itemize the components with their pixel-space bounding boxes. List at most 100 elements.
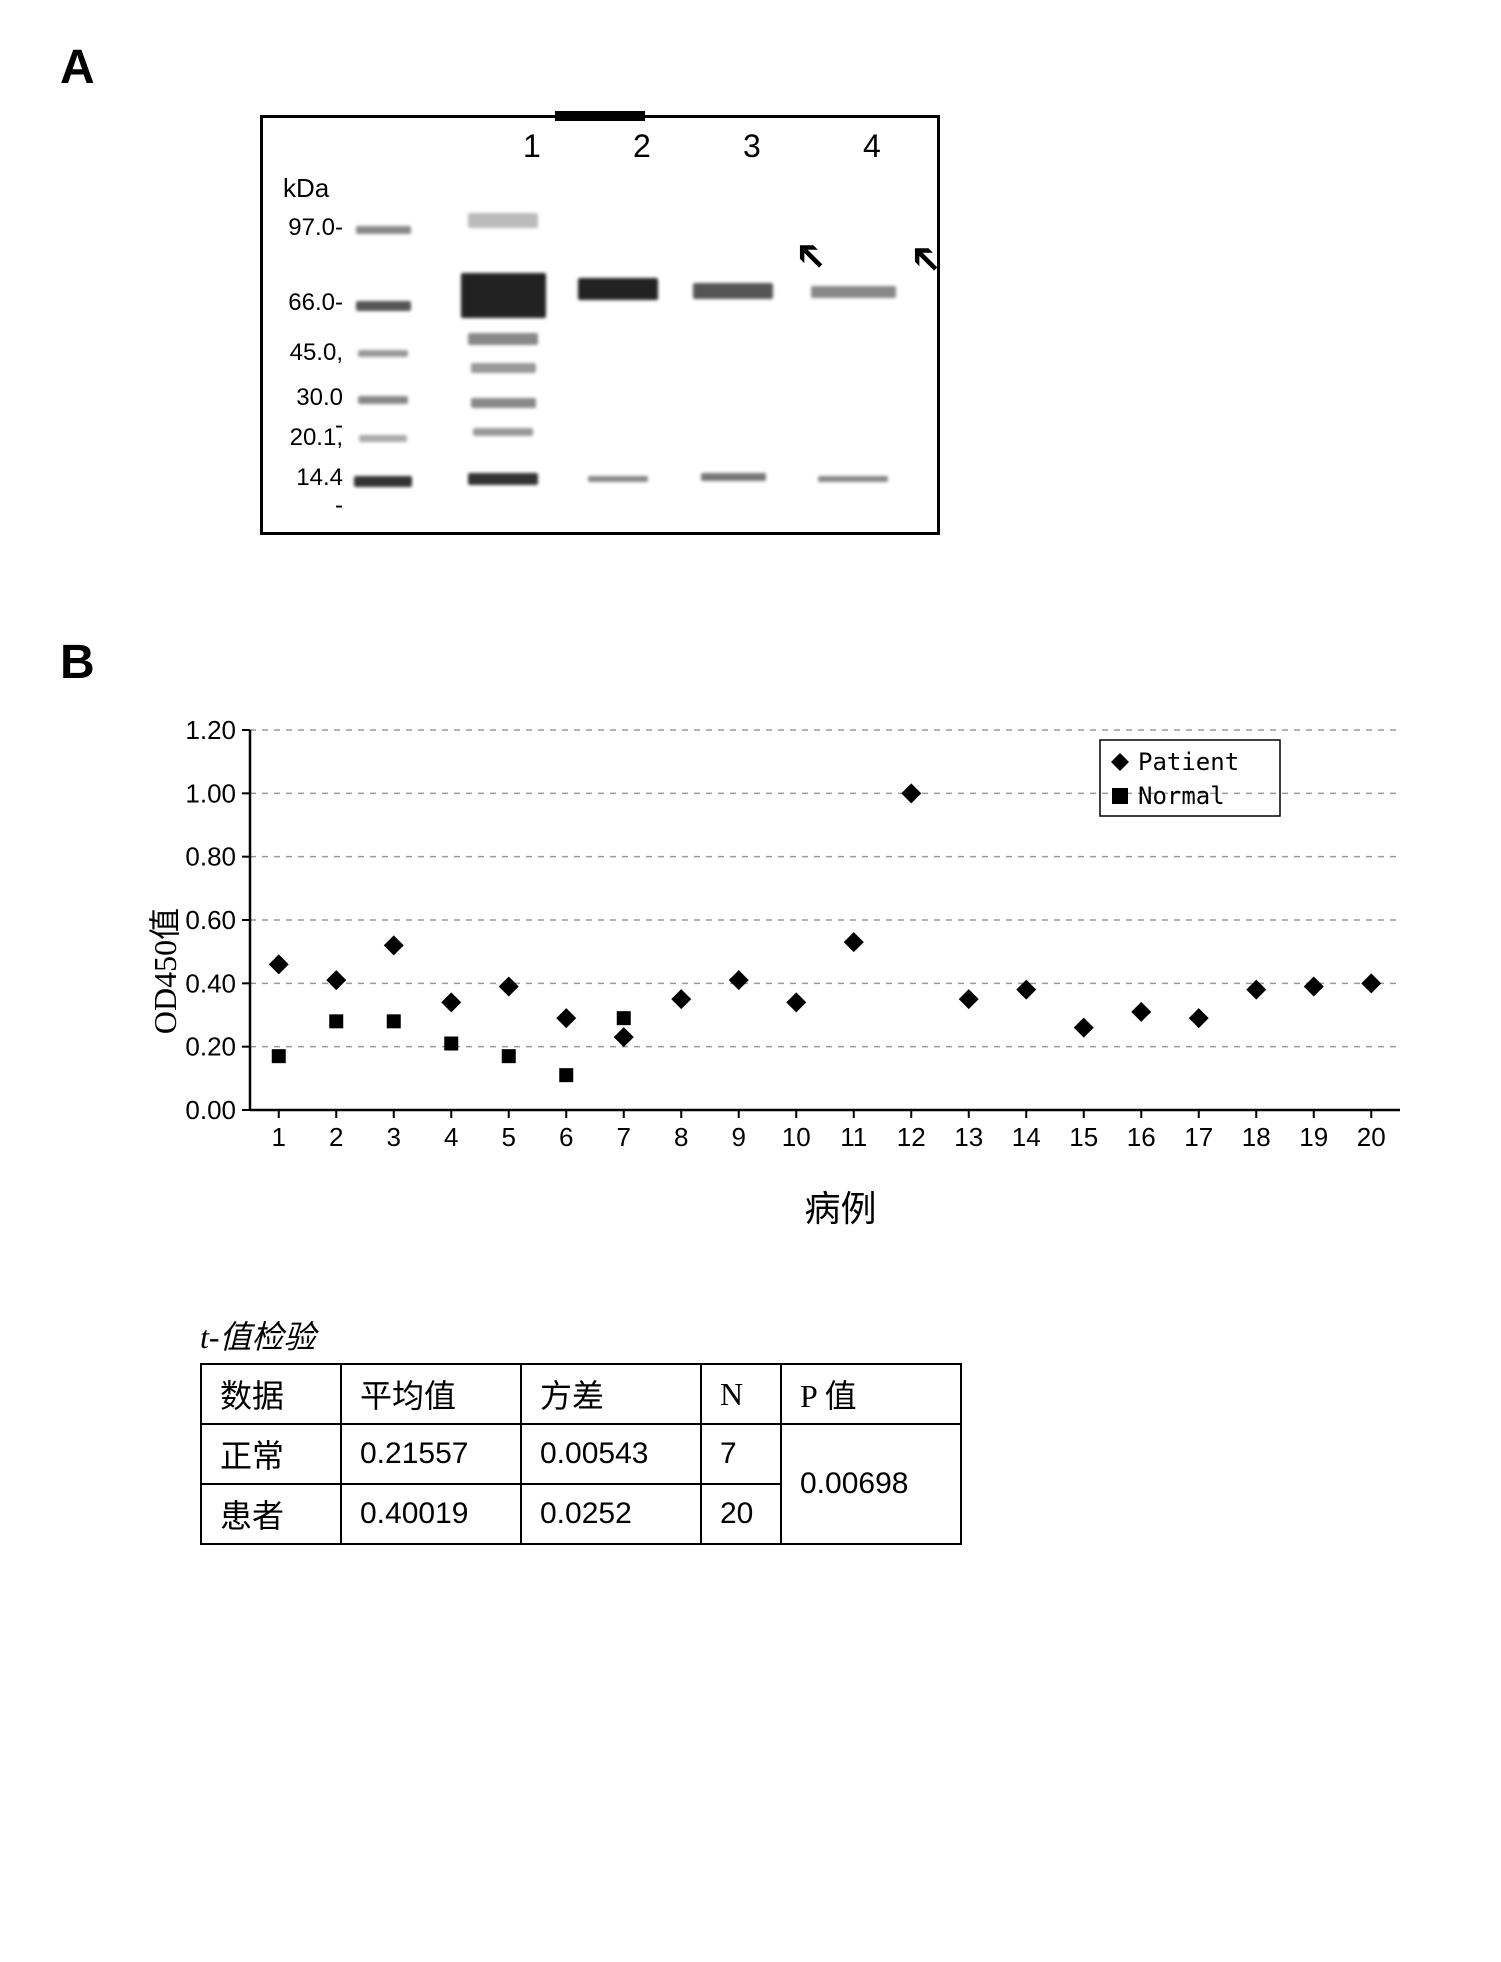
x-axis-label: 病例 [240, 1180, 1441, 1232]
data-point-patient [1189, 1008, 1209, 1028]
data-point-patient [384, 935, 404, 955]
t-test-table: 数据平均值方差NP 值正常0.215570.0054370.00698患者0.4… [200, 1363, 962, 1545]
data-point-patient [671, 989, 691, 1009]
gel-container: kDa123497.0-66.0-45.0,30.0 -20.1,14.4 -➔… [260, 115, 940, 535]
data-point-patient [1074, 1018, 1094, 1038]
data-point-patient [614, 1027, 634, 1047]
table-header-cell: 数据 [201, 1364, 341, 1424]
gel-band [578, 278, 658, 300]
x-tick-label: 10 [782, 1122, 811, 1152]
table-cell: 20 [701, 1484, 781, 1544]
x-tick-label: 17 [1184, 1122, 1213, 1152]
x-tick-label: 6 [559, 1122, 573, 1152]
lane-header: 1 [523, 128, 541, 165]
y-tick-label: 1.20 [185, 715, 236, 745]
data-point-patient [326, 970, 346, 990]
x-tick-label: 2 [329, 1122, 343, 1152]
table-cell: 0.21557 [341, 1424, 521, 1484]
gel-top-bar [555, 111, 645, 121]
table-cell: 7 [701, 1424, 781, 1484]
x-tick-label: 18 [1242, 1122, 1271, 1152]
y-tick-label: 0.20 [185, 1032, 236, 1062]
table-title: t-值检验 [200, 1312, 1441, 1358]
gel-band [473, 428, 533, 436]
legend-label: Normal [1138, 782, 1225, 810]
x-tick-label: 15 [1069, 1122, 1098, 1152]
kda-label: kDa [283, 173, 329, 204]
data-point-patient [729, 970, 749, 990]
gel-band [818, 476, 888, 482]
x-tick-label: 5 [502, 1122, 516, 1152]
data-point-patient [1361, 973, 1381, 993]
lane-header: 3 [743, 128, 761, 165]
mw-label: 45.0, [283, 339, 343, 367]
x-tick-label: 12 [897, 1122, 926, 1152]
x-tick-label: 9 [732, 1122, 746, 1152]
data-point-normal [272, 1049, 286, 1063]
data-point-patient [1304, 977, 1324, 997]
panel-a: A kDa123497.0-66.0-45.0,30.0 -20.1,14.4 … [60, 40, 1441, 535]
data-point-normal [559, 1068, 573, 1082]
arrow-icon: ➔ [896, 231, 953, 288]
x-tick-label: 11 [840, 1122, 867, 1152]
table-cell: 患者 [201, 1484, 341, 1544]
lane-header: 4 [863, 128, 881, 165]
y-tick-label: 0.60 [185, 905, 236, 935]
x-tick-label: 20 [1357, 1122, 1386, 1152]
scatter-chart-container: OD450值 0.000.200.400.600.801.001.2012345… [140, 710, 1441, 1232]
arrow-icon: ➔ [781, 228, 838, 285]
table-header-cell: N [701, 1364, 781, 1424]
y-tick-label: 0.00 [185, 1095, 236, 1125]
x-tick-label: 7 [617, 1122, 631, 1152]
gel-band [471, 363, 536, 373]
gel-band [468, 473, 538, 485]
panel-b-label: B [60, 635, 1441, 690]
table-title-suffix: -值检验 [209, 1319, 316, 1355]
y-tick-label: 0.80 [185, 842, 236, 872]
table-header-cell: 方差 [521, 1364, 701, 1424]
table-title-t: t [200, 1319, 209, 1355]
data-point-normal [444, 1037, 458, 1051]
gel-band [358, 396, 408, 404]
scatter-chart: 0.000.200.400.600.801.001.20123456789101… [140, 710, 1420, 1170]
x-tick-label: 19 [1299, 1122, 1328, 1152]
t-test-table-section: t-值检验 数据平均值方差NP 值正常0.215570.0054370.0069… [200, 1312, 1441, 1545]
table-header-cell: P 值 [781, 1364, 961, 1424]
x-tick-label: 16 [1127, 1122, 1156, 1152]
gel-band [811, 286, 896, 298]
table-header-row: 数据平均值方差NP 值 [201, 1364, 961, 1424]
gel-band [701, 473, 766, 481]
data-point-patient [1131, 1002, 1151, 1022]
gel-band [356, 301, 411, 311]
gel-band [693, 283, 773, 299]
x-tick-label: 13 [954, 1122, 983, 1152]
data-point-patient [786, 992, 806, 1012]
data-point-patient [269, 954, 289, 974]
data-point-patient [556, 1008, 576, 1028]
data-point-patient [959, 989, 979, 1009]
x-tick-label: 14 [1012, 1122, 1041, 1152]
x-tick-label: 8 [674, 1122, 688, 1152]
table-cell: 0.00543 [521, 1424, 701, 1484]
y-axis-label: OD450值 [140, 908, 186, 1034]
x-tick-label: 1 [272, 1122, 286, 1152]
y-tick-label: 1.00 [185, 778, 236, 808]
data-point-patient [499, 977, 519, 997]
data-point-normal [617, 1011, 631, 1025]
mw-label: 97.0- [283, 214, 343, 242]
legend-label: Patient [1138, 748, 1239, 776]
table-row: 正常0.215570.0054370.00698 [201, 1424, 961, 1484]
data-point-normal [329, 1014, 343, 1028]
data-point-patient [844, 932, 864, 952]
gel-band [468, 213, 538, 228]
gel-band [358, 350, 408, 357]
table-header-cell: 平均值 [341, 1364, 521, 1424]
p-value-cell: 0.00698 [781, 1424, 961, 1544]
lane-header: 2 [633, 128, 651, 165]
gel-band [588, 476, 648, 482]
mw-label: 20.1, [283, 424, 343, 452]
gel-band [354, 476, 412, 487]
gel-band [468, 333, 538, 345]
data-point-patient [441, 992, 461, 1012]
x-tick-label: 4 [444, 1122, 458, 1152]
